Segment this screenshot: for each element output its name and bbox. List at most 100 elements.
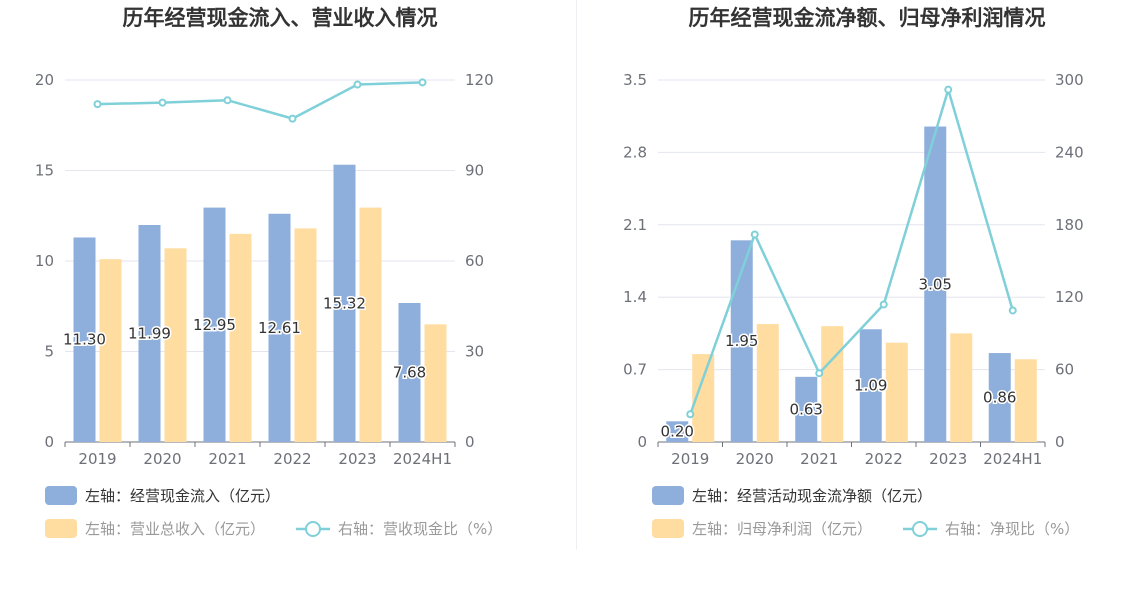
left-right-tick: 60 — [465, 252, 484, 270]
right-left-tick: 2.8 — [623, 143, 647, 161]
left-right-tick: 0 — [465, 433, 475, 451]
left-category-label: 2023 — [338, 450, 376, 468]
left-right-tick: 120 — [465, 71, 494, 89]
right-left-tick: 1.4 — [623, 288, 647, 306]
left-data-label: 12.95 — [193, 316, 236, 334]
right-category-label: 2019 — [671, 450, 709, 468]
right-title: 历年经营现金流净额、归母净利润情况 — [689, 6, 1046, 30]
left-bar-secondary — [359, 207, 382, 442]
right-category-label: 2021 — [800, 450, 838, 468]
left-bar-primary — [398, 302, 421, 442]
right-right-tick: 240 — [1055, 143, 1084, 161]
right-legend-label-secondary: 左轴：归母净利润（亿元） — [692, 520, 872, 538]
left-line-point — [353, 80, 362, 89]
left-bar-primary — [203, 207, 226, 442]
right-right-tick: 60 — [1055, 361, 1074, 379]
right-line-point — [1008, 306, 1017, 315]
right-category-label: 2020 — [736, 450, 774, 468]
left-bar-primary — [333, 164, 356, 442]
left-bar-secondary — [229, 233, 252, 442]
left-data-label: 11.30 — [63, 331, 106, 349]
left-legend-swatch-primary — [45, 486, 77, 505]
left-line-point — [223, 96, 232, 105]
left-data-label: 15.32 — [323, 294, 366, 312]
left-bar-secondary — [99, 259, 122, 442]
left-legend-label-primary: 左轴：经营现金流入（亿元） — [85, 487, 280, 505]
left-line-series — [97, 81, 423, 120]
right-bar-secondary — [821, 326, 844, 442]
left-category-label: 2019 — [78, 450, 116, 468]
left-legend-label-line: 右轴：营收现金比（%） — [338, 520, 502, 538]
right-bar-primary — [924, 126, 947, 443]
right-line-series — [689, 85, 1014, 415]
chart-panel-cash-inflow-revenue: 历年经营现金流入、营业收入情况 0 0 5 30 10 60 15 90 20 120 11.30 11… — [0, 0, 573, 589]
left-legend-swatch-secondary — [45, 519, 77, 538]
left-legend-label-secondary: 左轴：营业总收入（亿元） — [85, 520, 265, 538]
right-left-tick: 0 — [637, 433, 647, 451]
right-left-tick: 2.1 — [623, 216, 647, 234]
right-bar-secondary — [950, 333, 973, 442]
right-bar-secondary — [756, 324, 779, 442]
right-legend-label-line: 右轴：净现比（%） — [945, 520, 1079, 538]
left-bar-primary — [268, 213, 291, 442]
right-data-label: 0.86 — [983, 389, 1016, 407]
chart-cash-inflow-revenue: 历年经营现金流入、营业收入情况 0 0 5 30 10 60 15 90 20 120 11.30 11… — [35, 6, 502, 538]
right-category-label: 2022 — [865, 450, 903, 468]
right-data-label: 1.95 — [725, 332, 758, 350]
right-data-label: 0.63 — [790, 400, 823, 418]
left-category-label: 2022 — [273, 450, 311, 468]
left-category-label: 2020 — [143, 450, 181, 468]
left-left-tick: 20 — [35, 71, 54, 89]
left-data-label: 12.61 — [258, 319, 301, 337]
right-left-tick: 3.5 — [623, 71, 647, 89]
chart-net-cash-profit: 历年经营现金流净额、归母净利润情况 0 0 0.7 60 1.4 120 2.1 180 2.8 2… — [623, 6, 1084, 538]
right-legend-swatch-line-marker — [912, 521, 928, 537]
left-left-tick: 0 — [44, 433, 54, 451]
left-left-tick: 15 — [35, 162, 54, 180]
left-left-tick: 5 — [44, 343, 54, 361]
left-bar-secondary — [164, 248, 187, 442]
right-right-tick: 300 — [1055, 71, 1084, 89]
left-title: 历年经营现金流入、营业收入情况 — [123, 6, 438, 30]
chart-panel-net-cash-profit: 历年经营现金流净额、归母净利润情况 0 0 0.7 60 1.4 120 2.1 180 2.8 2… — [575, 0, 1147, 589]
right-bar-secondary — [885, 342, 908, 442]
right-line-point — [944, 85, 953, 94]
left-bar-secondary — [294, 228, 317, 442]
right-bar-secondary — [692, 354, 715, 442]
left-bar-primary — [73, 237, 96, 442]
left-right-tick: 30 — [465, 343, 484, 361]
right-legend-swatch-secondary — [652, 519, 684, 538]
right-legend-label-primary: 左轴：经营活动现金流净额（亿元） — [692, 487, 932, 505]
left-line-point — [418, 78, 427, 87]
left-right-tick: 90 — [465, 162, 484, 180]
right-bar-primary — [859, 329, 882, 442]
left-legend-swatch-line-marker — [305, 521, 321, 537]
right-legend-swatch-primary — [652, 486, 684, 505]
right-bar-primary — [988, 353, 1011, 442]
left-left-tick: 10 — [35, 252, 54, 270]
right-category-label: 2024H1 — [983, 450, 1042, 468]
right-left-tick: 0.7 — [623, 361, 647, 379]
panel-divider — [576, 0, 577, 550]
right-data-label: 0.20 — [661, 423, 694, 441]
right-line-point — [879, 300, 888, 309]
right-bar-secondary — [1014, 359, 1037, 442]
right-line-point — [815, 369, 824, 378]
right-right-tick: 120 — [1055, 288, 1084, 306]
left-data-label: 11.99 — [128, 324, 171, 342]
left-category-label: 2021 — [208, 450, 246, 468]
left-line-point — [288, 114, 297, 123]
right-right-tick: 0 — [1055, 433, 1065, 451]
right-data-label: 1.09 — [854, 377, 887, 395]
left-data-label: 7.68 — [393, 363, 426, 381]
right-right-tick: 180 — [1055, 216, 1084, 234]
left-bar-secondary — [424, 324, 447, 442]
right-category-label: 2023 — [929, 450, 967, 468]
left-line-point — [93, 100, 102, 109]
left-category-label: 2024H1 — [393, 450, 452, 468]
right-data-label: 3.05 — [919, 275, 952, 293]
right-bar-primary — [730, 240, 753, 442]
right-line-point — [750, 230, 759, 239]
left-line-point — [158, 98, 167, 107]
right-bar-primary — [795, 376, 818, 442]
